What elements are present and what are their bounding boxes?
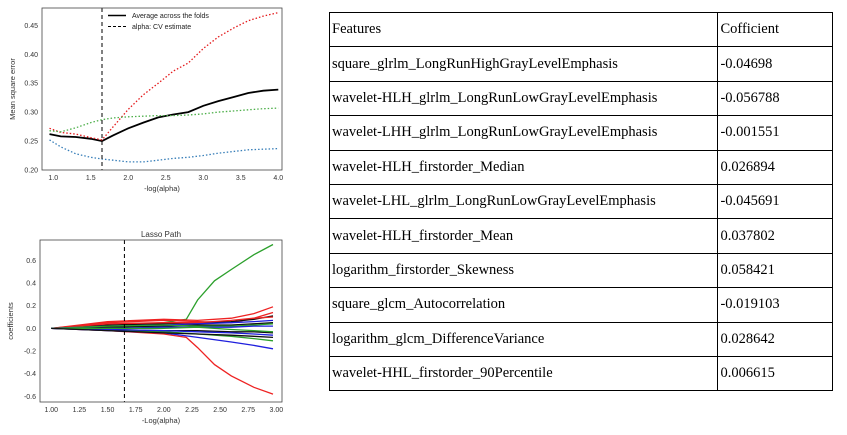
- table-header-row: Features Cofficient: [328, 11, 833, 48]
- y-tick-label: 0.20: [24, 168, 38, 175]
- x-tick-label: 2.50: [213, 407, 227, 414]
- series-line-7: [51, 316, 274, 330]
- x-tick-label: 3.0: [198, 175, 208, 182]
- coefficient-cell: 0.026894: [717, 149, 833, 185]
- series-line-14: [51, 326, 274, 333]
- series-line-1: [49, 11, 279, 141]
- x-tick-label: 1.00: [44, 407, 58, 414]
- coefficient-cell: 0.058421: [717, 252, 833, 289]
- x-tick-label: 1.5: [86, 175, 96, 182]
- table-row: square_glcm_Autocorrelation -0.019103: [328, 287, 833, 323]
- feature-cell: logarithm_firstorder_Skewness: [328, 252, 719, 289]
- coefficient-cell: -0.04698: [717, 46, 833, 82]
- mse-chart: 1.0 1.5 2.0 2.5 3.0 3.5 4.0 0.20 0.25 0.30 0.35 0.4…: [8, 7, 283, 193]
- x-tick-label: 1.25: [73, 407, 87, 414]
- legend-entry: Average across the folds: [132, 13, 209, 20]
- y-axis-label: Mean square error: [8, 58, 17, 120]
- coefficient-cell: -0.056788: [717, 80, 833, 117]
- y-tick-label: 0.2: [26, 303, 36, 310]
- charts-area: 1.0 1.5 2.0 2.5 3.0 3.5 4.0 0.20 0.25 0.30 0.35 0.4…: [6, 7, 283, 425]
- x-tick-label: 2.75: [241, 407, 255, 414]
- series-line-10: [51, 323, 274, 330]
- x-tick-label: 2.0: [123, 175, 133, 182]
- y-tick-label: 0.6: [26, 258, 36, 265]
- x-tick-label: 2.00: [157, 407, 171, 414]
- table-row: logarithm_firstorder_Skewness 0.058421: [328, 252, 833, 289]
- x-tick-label: 3.5: [236, 175, 246, 182]
- x-axis-label: -Log(alpha): [142, 416, 181, 425]
- feature-cell: square_glrlm_LongRunHighGrayLevelEmphasi…: [328, 46, 719, 82]
- feature-cell: Features: [328, 11, 719, 48]
- table-row: wavelet-HLH_firstorder_Median 0.026894: [328, 149, 833, 185]
- x-tick-label: 4.0: [273, 175, 283, 182]
- feature-cell: wavelet-HHL_firstorder_90Percentile: [328, 355, 719, 392]
- y-tick-label: 0.25: [24, 139, 38, 146]
- series-line-2: [49, 107, 279, 133]
- series-line-0: [51, 243, 274, 330]
- series-line-3: [49, 139, 279, 163]
- y-tick-label: -0.4: [24, 371, 36, 378]
- x-tick-label: 3.00: [270, 407, 284, 414]
- y-axis-label: coefficients: [6, 302, 15, 340]
- y-tick-label: 0.45: [24, 23, 38, 30]
- chart-title: Lasso Path: [141, 230, 181, 239]
- feature-cell: wavelet-HLH_glrlm_LongRunLowGrayLevelEmp…: [328, 80, 719, 117]
- feature-cell: wavelet-HLH_firstorder_Mean: [328, 218, 719, 254]
- feature-cell: wavelet-LHL_glrlm_LongRunLowGrayLevelEmp…: [328, 183, 719, 220]
- series-line-1: [51, 327, 274, 395]
- series-line-9: [51, 322, 274, 330]
- feature-cell: square_glcm_Autocorrelation: [328, 287, 719, 323]
- coefficient-cell: 0.006615: [717, 355, 833, 392]
- table-row: wavelet-HLH_firstorder_Mean 0.037802: [328, 218, 833, 254]
- series-line-13: [51, 327, 274, 336]
- table-row: square_glrlm_LongRunHighGrayLevelEmphasi…: [328, 46, 833, 82]
- plot-frame: [41, 7, 283, 171]
- y-tick-label: 0.0: [26, 326, 36, 333]
- lasso-path-chart: 1.00 1.25 1.50 1.75 2.00 2.25 2.50 2.75 3.00 -0.6…: [6, 230, 283, 425]
- feature-cell: logarithm_glcm_DifferenceVariance: [328, 321, 719, 357]
- coefficient-cell: 0.037802: [717, 218, 833, 254]
- y-tick-label: 0.35: [24, 81, 38, 88]
- y-tick-label: 0.40: [24, 52, 38, 59]
- table-row: wavelet-HHL_firstorder_90Percentile 0.006…: [328, 355, 833, 392]
- y-tick-label: 0.30: [24, 110, 38, 117]
- legend-entry: alpha: CV estimate: [132, 24, 191, 31]
- table-row: wavelet-LHH_glrlm_LongRunLowGrayLevelEmp…: [328, 115, 833, 151]
- feature-cell: wavelet-HLH_firstorder_Median: [328, 149, 719, 185]
- y-tick-label: -0.2: [24, 349, 36, 356]
- x-axis-label: -log(alpha): [144, 184, 180, 193]
- x-tick-label: 2.25: [185, 407, 199, 414]
- coefficient-cell: -0.045691: [717, 183, 833, 220]
- series-line-4: [51, 306, 274, 330]
- y-tick-label: -0.6: [24, 394, 36, 401]
- x-tick-label: 1.75: [129, 407, 143, 414]
- coefficient-table: Features Cofficient square_glrlm_LongRunHi…: [328, 11, 833, 392]
- coefficient-cell: 0.028642: [717, 321, 833, 357]
- coefficient-cell: Cofficient: [717, 11, 833, 48]
- x-tick-label: 2.5: [161, 175, 171, 182]
- x-tick-label: 1.0: [48, 175, 58, 182]
- x-tick-label: 1.50: [101, 407, 115, 414]
- coefficient-cell: -0.001551: [717, 115, 833, 151]
- series-line-15: [51, 327, 274, 339]
- table-row: wavelet-HLH_glrlm_LongRunLowGrayLevelEmp…: [328, 80, 833, 117]
- feature-cell: wavelet-LHH_glrlm_LongRunLowGrayLevelEmp…: [328, 115, 719, 151]
- plot-frame: [39, 239, 283, 403]
- table-row: wavelet-LHL_glrlm_LongRunLowGrayLevelEmp…: [328, 183, 833, 220]
- series-line-0: [49, 88, 279, 143]
- y-tick-label: 0.4: [26, 281, 36, 288]
- coefficient-cell: -0.019103: [717, 287, 833, 323]
- table-row: logarithm_glcm_DifferenceVariance 0.02864…: [328, 321, 833, 357]
